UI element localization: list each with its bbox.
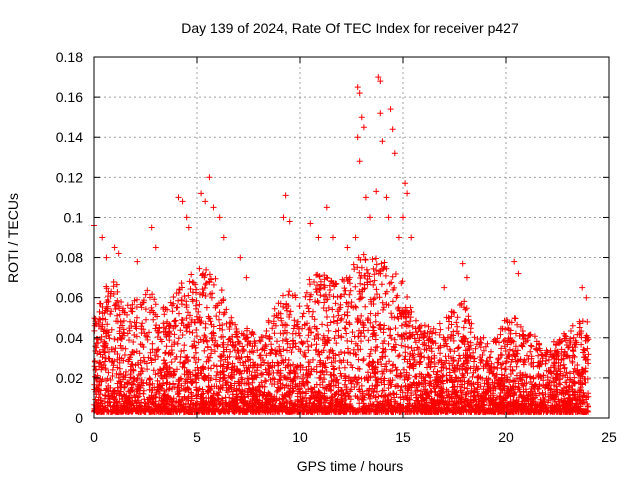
y-tick-label: 0.14 bbox=[56, 129, 83, 145]
y-tick-label: 0 bbox=[75, 410, 83, 426]
y-axis-label: ROTI / TECUs bbox=[5, 193, 21, 283]
roti-data-markers bbox=[91, 74, 592, 415]
data-points bbox=[91, 74, 592, 415]
x-tick-label: 25 bbox=[601, 429, 617, 445]
x-tick-label: 15 bbox=[395, 429, 411, 445]
x-tick-label: 0 bbox=[90, 429, 98, 445]
x-tick-label: 20 bbox=[498, 429, 514, 445]
y-tick-labels: 0 0.02 0.04 0.06 0.08 0.1 0.12 0.14 0.16 0.18 bbox=[56, 49, 83, 426]
x-tick-label: 10 bbox=[292, 429, 308, 445]
grid-lines bbox=[94, 57, 609, 418]
y-tick-label: 0.18 bbox=[56, 49, 83, 65]
chart-title: Day 139 of 2024, Rate Of TEC Index for r… bbox=[181, 20, 519, 36]
x-tick-label: 5 bbox=[193, 429, 201, 445]
y-tick-label: 0.04 bbox=[56, 330, 83, 346]
y-tick-label: 0.16 bbox=[56, 89, 83, 105]
y-tick-label: 0.02 bbox=[56, 370, 83, 386]
x-tick-labels: 0 5 10 15 20 25 bbox=[90, 429, 617, 445]
plot-frame bbox=[93, 56, 610, 419]
y-tick-label: 0.1 bbox=[64, 209, 84, 225]
y-tick-label: 0.06 bbox=[56, 290, 83, 306]
x-axis-label: GPS time / hours bbox=[297, 458, 404, 474]
axis-ticks bbox=[93, 56, 610, 419]
y-tick-label: 0.08 bbox=[56, 250, 83, 266]
y-tick-label: 0.12 bbox=[56, 169, 83, 185]
